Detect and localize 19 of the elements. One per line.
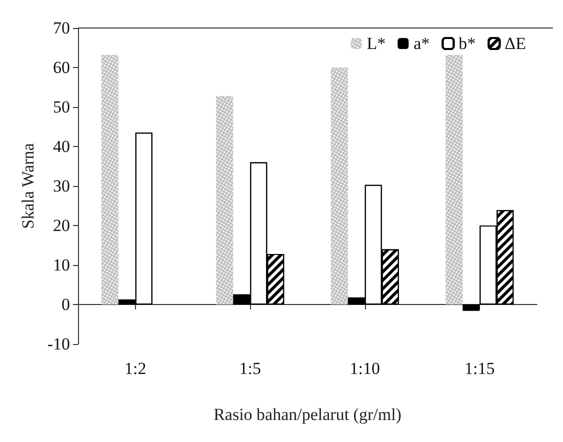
x-tick-label: 1:10 — [350, 359, 380, 378]
x-tick-label: 1:15 — [464, 359, 495, 378]
y-tick-label: 0 — [62, 295, 70, 314]
y-tick-label: 40 — [53, 137, 70, 156]
y-tick-label: 50 — [53, 98, 70, 116]
legend-label: L* — [366, 34, 386, 53]
y-tick-label: 10 — [53, 256, 70, 274]
x-tick-label: 1:5 — [239, 359, 261, 378]
legend-label: b* — [458, 34, 476, 53]
x-tick-label: 1:2 — [124, 359, 146, 378]
x-axis-title: Rasio bahan/pelarut (gr/ml) — [214, 405, 402, 424]
y-axis-title: Skala Warna — [18, 142, 38, 229]
y-tick-label: 70 — [53, 18, 70, 38]
y-tick-label: 30 — [53, 176, 70, 196]
y-tick-label: -10 — [47, 334, 70, 354]
legend-label: a* — [414, 34, 430, 53]
legend-label: ΔE — [504, 34, 526, 53]
y-tick-label: 20 — [53, 216, 70, 235]
y-tick-label: 60 — [53, 58, 70, 77]
